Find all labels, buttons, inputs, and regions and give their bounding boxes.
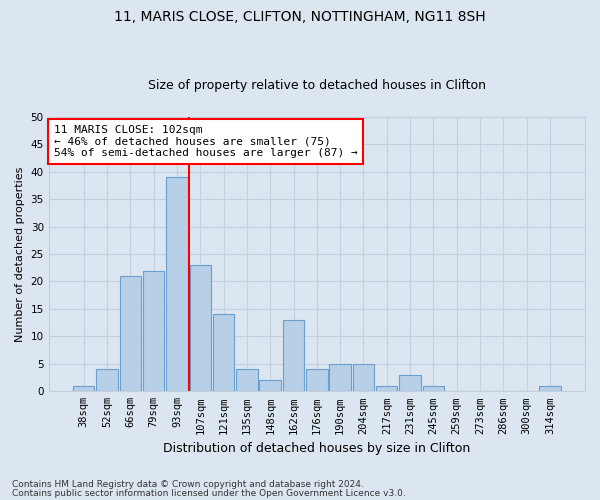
X-axis label: Distribution of detached houses by size in Clifton: Distribution of detached houses by size …: [163, 442, 470, 455]
Title: Size of property relative to detached houses in Clifton: Size of property relative to detached ho…: [148, 79, 486, 92]
Text: Contains HM Land Registry data © Crown copyright and database right 2024.: Contains HM Land Registry data © Crown c…: [12, 480, 364, 489]
Bar: [166, 177, 188, 392]
Text: 11 MARIS CLOSE: 102sqm
← 46% of detached houses are smaller (75)
54% of semi-det: 11 MARIS CLOSE: 102sqm ← 46% of detached…: [54, 125, 358, 158]
Text: 11, MARIS CLOSE, CLIFTON, NOTTINGHAM, NG11 8SH: 11, MARIS CLOSE, CLIFTON, NOTTINGHAM, NG…: [114, 10, 486, 24]
Bar: [213, 314, 235, 392]
Bar: [259, 380, 281, 392]
Bar: [376, 386, 397, 392]
Bar: [119, 276, 141, 392]
Bar: [400, 375, 421, 392]
Bar: [73, 386, 94, 392]
Bar: [539, 386, 560, 392]
Bar: [190, 265, 211, 392]
Bar: [283, 320, 304, 392]
Text: Contains public sector information licensed under the Open Government Licence v3: Contains public sector information licen…: [12, 489, 406, 498]
Bar: [306, 370, 328, 392]
Y-axis label: Number of detached properties: Number of detached properties: [15, 166, 25, 342]
Bar: [422, 386, 444, 392]
Bar: [97, 370, 118, 392]
Bar: [329, 364, 351, 392]
Bar: [236, 370, 257, 392]
Bar: [143, 270, 164, 392]
Bar: [353, 364, 374, 392]
